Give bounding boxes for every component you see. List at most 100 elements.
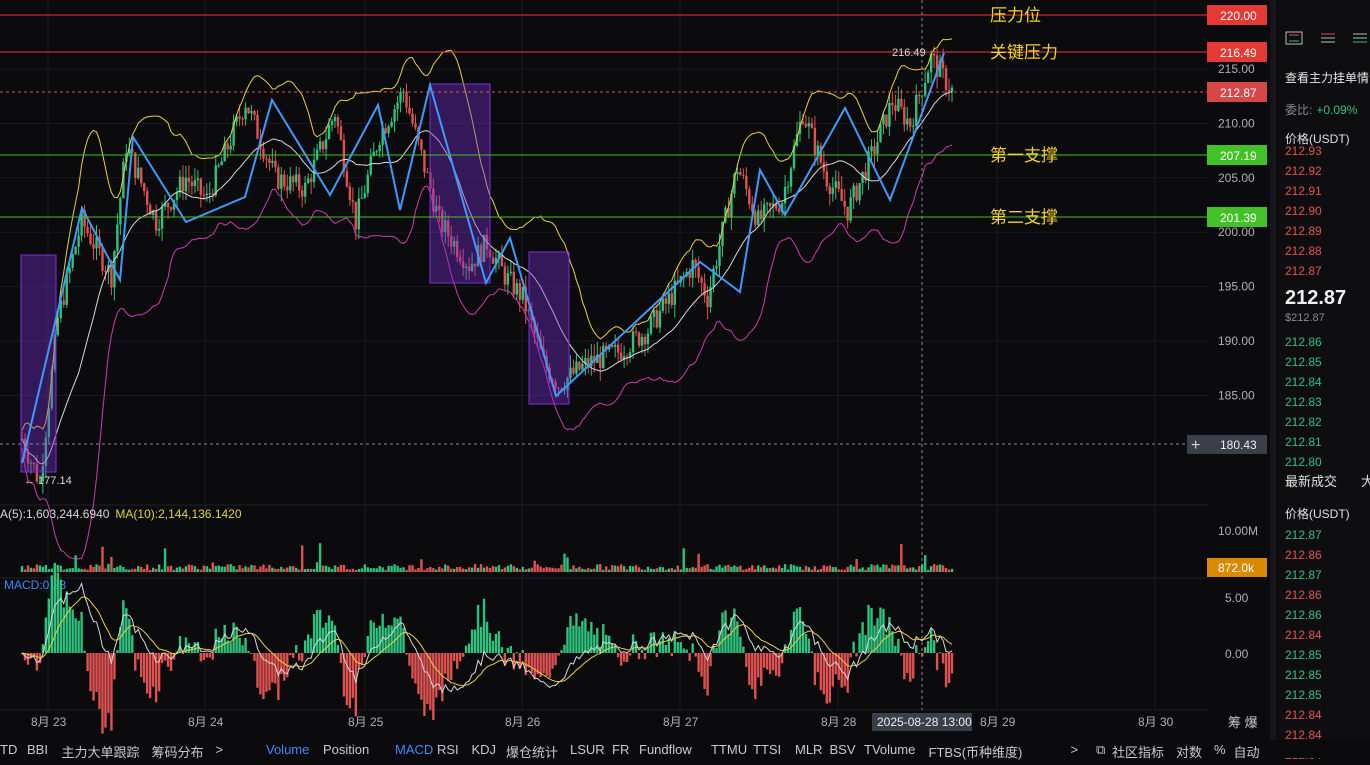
indicator-tab[interactable]: FTBS(币种维度)	[928, 745, 1023, 760]
bid-row[interactable]: 212.80	[1285, 455, 1322, 469]
ask-row[interactable]: 212.92	[1285, 164, 1322, 178]
macd-hist	[706, 653, 709, 696]
ask-row[interactable]: 212.88	[1285, 244, 1322, 258]
macd-hist	[864, 634, 867, 653]
volume-bar	[268, 564, 271, 572]
candle	[104, 270, 107, 272]
volume-bar	[414, 569, 417, 572]
toggle-自动[interactable]: 自动	[1233, 745, 1260, 760]
indicator-tab[interactable]: LSUR	[570, 742, 605, 757]
indicator-tab[interactable]: 爆仓统计	[506, 745, 559, 760]
macd-hist	[798, 607, 802, 653]
candle	[119, 198, 122, 225]
community-icon[interactable]: ⧉	[1096, 742, 1106, 757]
candle	[664, 298, 668, 304]
macd-hist	[757, 653, 760, 678]
indicator-tab[interactable]: MLR	[795, 742, 823, 757]
candle	[86, 226, 89, 234]
macd-hist	[333, 625, 337, 653]
ask-row[interactable]: 212.93	[1285, 144, 1322, 158]
indicator-tab[interactable]: FR	[612, 742, 630, 757]
indicator-tab[interactable]: RSI	[437, 742, 459, 757]
volume-bar	[95, 564, 98, 572]
macd-hist	[563, 644, 566, 653]
volume-bar	[667, 568, 671, 572]
ask-row[interactable]: 212.90	[1285, 204, 1322, 218]
trades-tab[interactable]: 最新成交	[1285, 474, 1338, 489]
indicator-tab[interactable]: TTSI	[753, 742, 782, 757]
ask-row[interactable]: 212.91	[1285, 184, 1322, 198]
indicator-tab[interactable]: BSV	[829, 742, 856, 757]
macd-hist	[584, 618, 587, 653]
highlight-box	[528, 251, 570, 405]
toggle-社区指标[interactable]: 社区指标	[1112, 745, 1165, 760]
candle	[253, 111, 256, 115]
macd-hist	[488, 633, 492, 653]
bid-row[interactable]: 212.86	[1285, 335, 1322, 349]
bid-row[interactable]: 212.84	[1285, 375, 1322, 389]
volume-bar	[950, 568, 954, 572]
volume-bar	[637, 567, 641, 572]
macd-hist	[68, 606, 71, 653]
orderbook-both-icon[interactable]	[1284, 30, 1304, 46]
candle	[53, 334, 56, 370]
last-price-usd: $212.87	[1285, 312, 1325, 324]
orderbook-asks-icon[interactable]	[1318, 30, 1338, 46]
indicator-tab[interactable]: MACD	[395, 742, 434, 757]
volume-bar	[241, 568, 244, 572]
volume-bar	[470, 567, 474, 572]
macd-hist	[709, 653, 712, 667]
bid-row[interactable]: 212.81	[1285, 435, 1322, 449]
high-marker: 216.49	[892, 47, 926, 59]
panel-divider[interactable]	[1270, 0, 1276, 740]
time-tick: 8月 30	[1138, 715, 1174, 729]
candle	[697, 266, 700, 278]
bid-row[interactable]: 212.83	[1285, 395, 1322, 409]
candle	[500, 254, 504, 267]
indicator-tab[interactable]: Fundflow	[639, 742, 692, 757]
macd-hist	[351, 653, 355, 698]
macd-hist	[461, 653, 465, 657]
bid-row[interactable]: 212.85	[1285, 355, 1322, 369]
candle	[217, 165, 220, 167]
macd-hist	[107, 653, 110, 713]
macd-hist	[378, 625, 381, 653]
bid-row[interactable]: 212.82	[1285, 415, 1322, 429]
indicator-tab[interactable]: TTMU	[711, 742, 748, 757]
macd-hist	[727, 633, 730, 653]
indicator-tab[interactable]: KDJ	[471, 742, 497, 757]
candle	[587, 358, 590, 367]
ask-row[interactable]: 212.89	[1285, 224, 1322, 238]
macd-hist	[596, 628, 599, 653]
orderbook-bids-icon[interactable]	[1350, 30, 1370, 46]
toggle-%[interactable]: %	[1214, 742, 1226, 757]
volume-bar	[491, 565, 495, 572]
volume-bar	[169, 565, 173, 572]
crosshair-price-text: 180.43	[1220, 438, 1257, 452]
indicator-tab[interactable]: TVolume	[864, 742, 916, 757]
volume-bar	[640, 569, 644, 572]
indicator-tab[interactable]: 主力大单跟踪	[61, 745, 140, 760]
candle	[470, 263, 474, 272]
macd-hist	[646, 648, 650, 653]
ask-row[interactable]: 212.87	[1285, 264, 1322, 278]
trades-tab-large[interactable]: 大	[1361, 474, 1370, 489]
indicator-tab[interactable]: >	[215, 742, 224, 757]
volume-bar	[587, 567, 590, 572]
macd-hist	[900, 653, 903, 656]
volume-bar	[137, 566, 140, 572]
indicator-tab[interactable]: 筹码分布	[151, 745, 204, 760]
indicator-tab[interactable]: Volume	[266, 742, 310, 757]
indicator-tab[interactable]: BBI	[27, 742, 48, 757]
indicator-tab[interactable]: >	[1070, 742, 1079, 757]
toggle-对数[interactable]: 对数	[1176, 745, 1203, 760]
indicator-tab[interactable]: Position	[323, 742, 370, 757]
candlestick-chart[interactable]: 压力位 220.00 关键压力 216.49 第一支撑 207.19 第二支撑 201.39 2…	[0, 0, 1270, 740]
main-orders-link[interactable]: 查看主力挂单情	[1285, 71, 1370, 85]
volume-bar	[652, 569, 656, 572]
indicator-tab[interactable]: TD	[0, 742, 18, 757]
volume-tag	[1207, 558, 1267, 577]
level-price-text: 220.00	[1220, 9, 1257, 23]
candle	[947, 89, 951, 92]
